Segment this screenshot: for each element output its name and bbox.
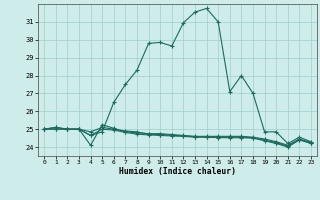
X-axis label: Humidex (Indice chaleur): Humidex (Indice chaleur) (119, 167, 236, 176)
